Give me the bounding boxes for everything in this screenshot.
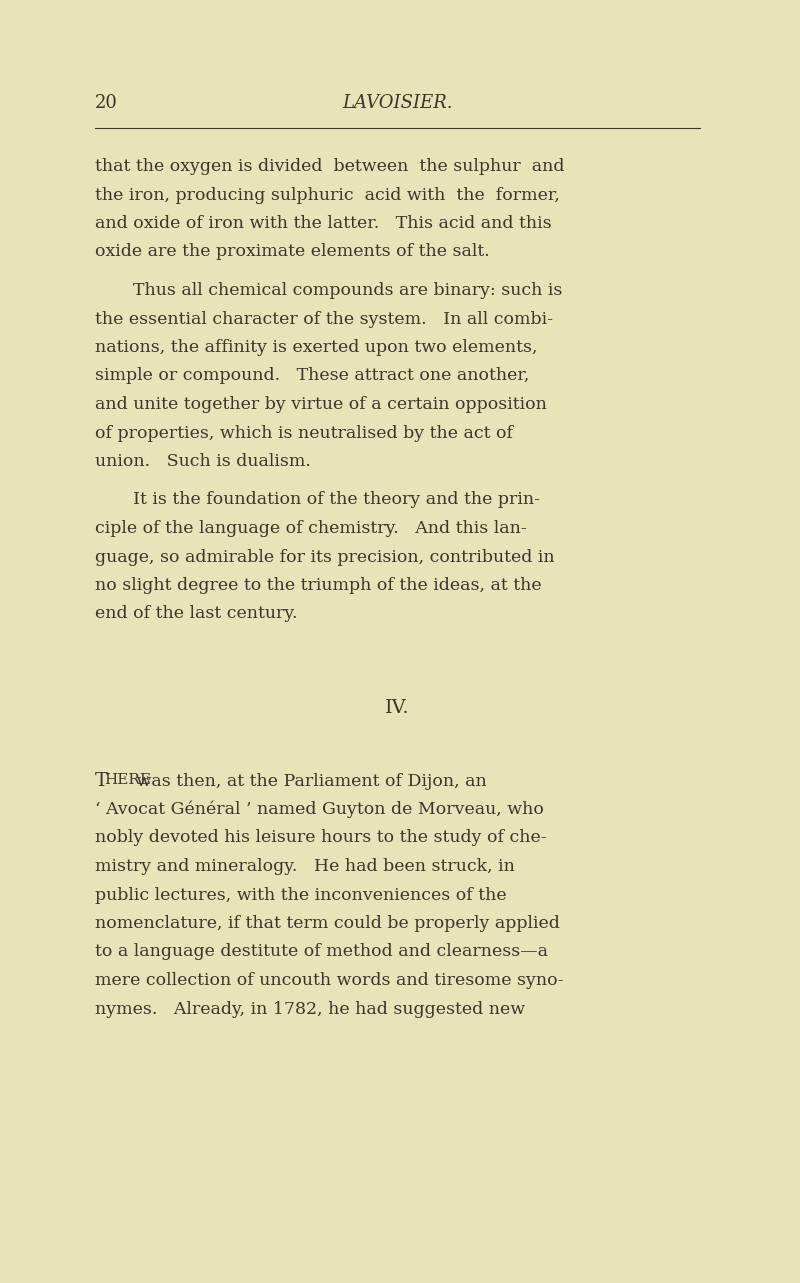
Text: guage, so admirable for its precision, contributed in: guage, so admirable for its precision, c… — [95, 549, 554, 566]
Text: end of the last century.: end of the last century. — [95, 606, 298, 622]
Text: of properties, which is neutralised by the act of: of properties, which is neutralised by t… — [95, 425, 513, 441]
Text: union.   Such is dualism.: union. Such is dualism. — [95, 453, 311, 470]
Text: LAVOISIER.: LAVOISIER. — [342, 94, 453, 112]
Text: to a language destitute of method and clearness—a: to a language destitute of method and cl… — [95, 943, 548, 961]
Text: nomenclature, if that term could be properly applied: nomenclature, if that term could be prop… — [95, 915, 560, 931]
Text: It is the foundation of the theory and the prin-: It is the foundation of the theory and t… — [133, 491, 540, 508]
Text: public lectures, with the inconveniences of the: public lectures, with the inconveniences… — [95, 887, 506, 903]
Text: HERE: HERE — [104, 774, 151, 788]
Text: T: T — [95, 772, 108, 790]
Text: mere collection of uncouth words and tiresome syno-: mere collection of uncouth words and tir… — [95, 973, 563, 989]
Text: that the oxygen is divided  between  the sulphur  and: that the oxygen is divided between the s… — [95, 158, 565, 174]
Text: nobly devoted his leisure hours to the study of che-: nobly devoted his leisure hours to the s… — [95, 830, 546, 847]
Text: nymes.   Already, in 1782, he had suggested new: nymes. Already, in 1782, he had suggeste… — [95, 1001, 525, 1017]
Text: no slight degree to the triumph of the ideas, at the: no slight degree to the triumph of the i… — [95, 577, 542, 594]
Text: was then, at the Parliament of Dijon, an: was then, at the Parliament of Dijon, an — [131, 772, 487, 789]
Text: 20: 20 — [95, 94, 118, 112]
Text: IV.: IV. — [385, 699, 410, 717]
Text: ciple of the language of chemistry.   And this lan-: ciple of the language of chemistry. And … — [95, 520, 526, 538]
Text: simple or compound.   These attract one another,: simple or compound. These attract one an… — [95, 367, 530, 385]
Text: and oxide of iron with the latter.   This acid and this: and oxide of iron with the latter. This … — [95, 216, 552, 232]
Text: the iron, producing sulphuric  acid with  the  former,: the iron, producing sulphuric acid with … — [95, 186, 560, 204]
Text: mistry and mineralogy.   He had been struck, in: mistry and mineralogy. He had been struc… — [95, 858, 515, 875]
Text: the essential character of the system.   In all combi-: the essential character of the system. I… — [95, 310, 553, 327]
Text: oxide are the proximate elements of the salt.: oxide are the proximate elements of the … — [95, 244, 490, 260]
Text: nations, the affinity is exerted upon two elements,: nations, the affinity is exerted upon tw… — [95, 339, 538, 355]
Text: Thus all chemical compounds are binary: such is: Thus all chemical compounds are binary: … — [133, 282, 562, 299]
Text: ‘ Avocat Général ’ named Guyton de Morveau, who: ‘ Avocat Général ’ named Guyton de Morve… — [95, 801, 544, 819]
Text: and unite together by virtue of a certain opposition: and unite together by virtue of a certai… — [95, 396, 547, 413]
